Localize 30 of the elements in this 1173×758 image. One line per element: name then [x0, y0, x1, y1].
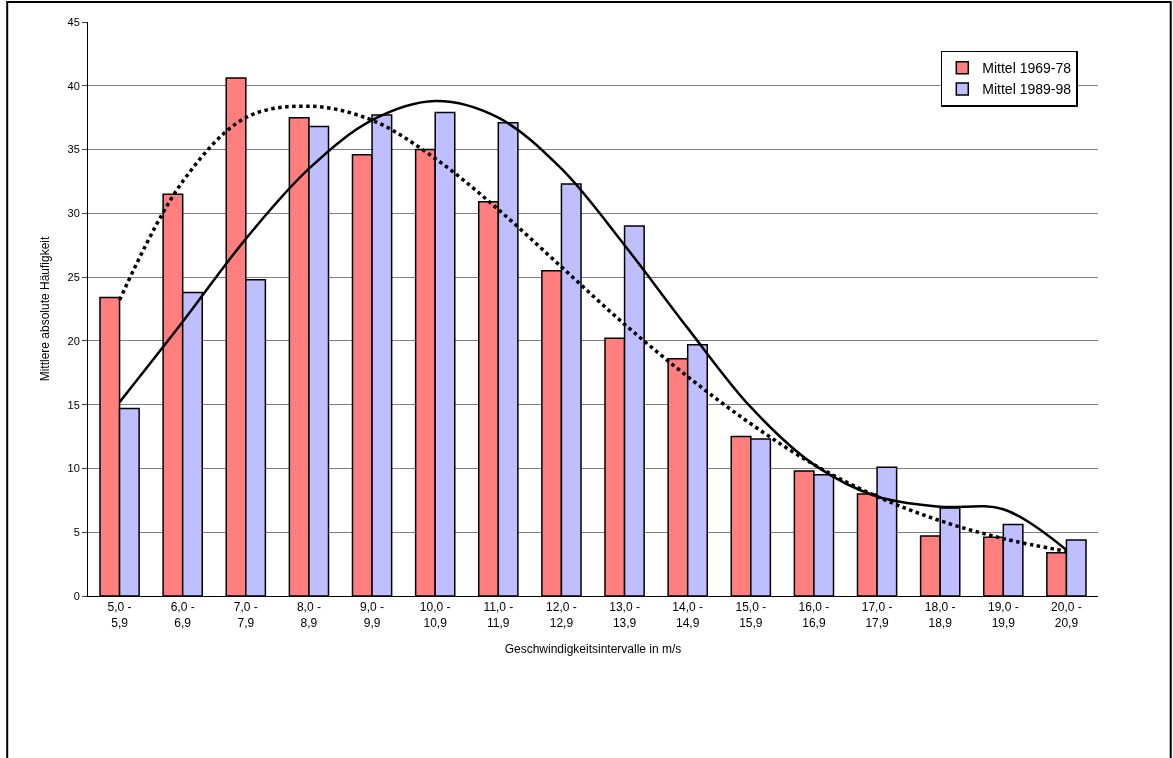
- x-tick-label: 15,0 - 15,9: [735, 600, 767, 630]
- legend-label: Mittel 1989-98: [982, 81, 1072, 98]
- x-tick-label: 12,0 - 12,9: [546, 600, 577, 630]
- y-tick-label: 0: [73, 589, 80, 602]
- y-tick-label: 40: [67, 79, 80, 92]
- y-tick-label: 45: [67, 15, 80, 28]
- x-tick-label: 20,0 - 20,9: [1051, 600, 1082, 630]
- x-tick-label: 13,0 - 13,9: [609, 600, 640, 630]
- y-tick-label: 10: [67, 462, 80, 475]
- legend-label: Mittel 1969-78: [982, 60, 1072, 77]
- y-tick-label: 15: [67, 398, 80, 411]
- y-tick-label: 35: [67, 143, 80, 156]
- y-axis-title: Mittlere absolute Häufigkeit: [37, 235, 52, 382]
- y-tick-label: 5: [73, 526, 80, 539]
- y-tick-label: 20: [67, 334, 80, 347]
- x-tick-label: 6,0 - 6,9: [170, 600, 195, 630]
- y-tick-label: 30: [67, 207, 80, 220]
- x-tick-label: 7,0 - 7,9: [233, 600, 258, 630]
- x-axis-title: Geschwindigkeitsintervalle in m/s: [504, 641, 682, 656]
- x-tick-label: 16,0 - 16,9: [798, 600, 830, 630]
- x-tick-label: 8,0 - 8,9: [296, 600, 321, 630]
- x-tick-label: 18,0 - 18,9: [924, 600, 956, 630]
- x-tick-label: 17,0 - 17,9: [861, 600, 893, 630]
- x-tick-label: 10,0 - 10,9: [419, 600, 451, 630]
- x-tick-label: 19,0 - 19,9: [987, 600, 1019, 630]
- x-tick-label: 14,0 - 14,9: [672, 600, 704, 630]
- x-tick-label: 5,0 - 5,9: [107, 600, 132, 630]
- x-tick-label: 9,0 - 9,9: [360, 600, 385, 630]
- y-tick-label: 25: [67, 270, 80, 283]
- x-tick-label: 11,0 - 11,9: [483, 600, 514, 630]
